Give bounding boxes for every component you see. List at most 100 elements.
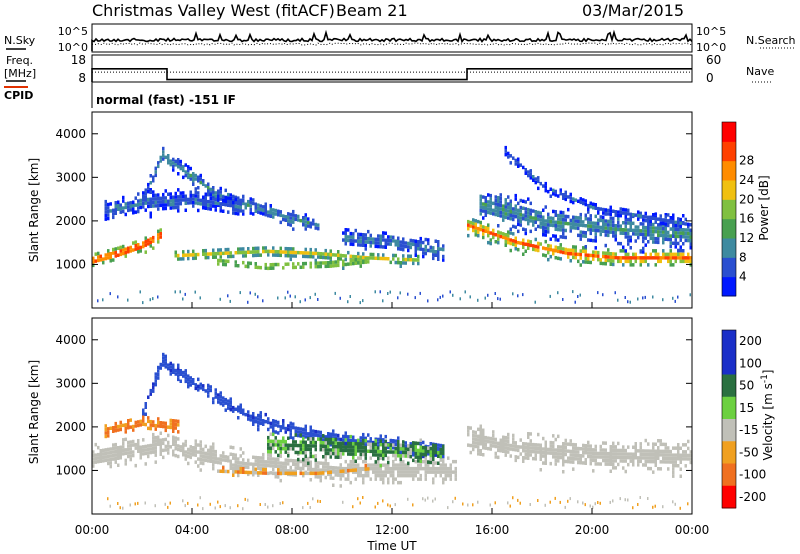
data-cell xyxy=(339,473,342,478)
data-cell xyxy=(527,432,530,436)
data-cell xyxy=(209,193,212,197)
data-cell xyxy=(122,448,125,453)
data-cell xyxy=(184,443,187,447)
data-cell xyxy=(237,208,240,213)
data-cell xyxy=(139,205,142,210)
data-cell xyxy=(149,447,152,451)
noise-cell xyxy=(439,295,441,299)
data-cell xyxy=(624,211,627,216)
data-cell xyxy=(209,200,212,204)
data-cell xyxy=(372,442,375,447)
data-cell xyxy=(159,424,162,428)
data-cell xyxy=(242,212,245,216)
data-cell xyxy=(607,226,610,231)
velocity-colorbar-tick: -15 xyxy=(739,423,759,437)
data-cell xyxy=(492,201,495,206)
noise-cell xyxy=(359,301,361,305)
data-cell xyxy=(664,213,667,217)
data-cell xyxy=(537,210,540,215)
data-cell xyxy=(587,444,590,448)
data-cell xyxy=(339,441,342,445)
data-cell xyxy=(414,470,417,474)
data-cell xyxy=(622,466,625,470)
data-cell xyxy=(537,176,540,180)
data-cell xyxy=(212,459,215,464)
data-cell xyxy=(679,467,682,471)
data-cell xyxy=(614,213,617,217)
data-cell xyxy=(359,232,362,237)
noise-cell xyxy=(639,496,641,499)
data-cell xyxy=(502,207,505,212)
data-cell xyxy=(399,240,402,244)
data-cell xyxy=(532,449,535,454)
data-cell xyxy=(529,169,532,173)
data-cell xyxy=(267,249,270,254)
data-cell xyxy=(357,473,360,478)
data-cell xyxy=(447,473,450,478)
data-cell xyxy=(447,470,450,474)
data-cell xyxy=(669,234,672,238)
data-cell xyxy=(572,456,575,461)
noise-cell xyxy=(644,295,646,299)
data-cell xyxy=(682,252,685,257)
data-cell xyxy=(314,226,317,230)
data-cell xyxy=(254,250,257,254)
data-cell xyxy=(597,462,600,466)
data-cell xyxy=(542,226,545,230)
data-cell xyxy=(554,234,557,238)
freq-tick-low: 8 xyxy=(78,71,86,85)
data-cell xyxy=(607,223,610,227)
data-cell xyxy=(419,452,422,456)
data-cell xyxy=(587,217,590,221)
nsearch-label: N.Search xyxy=(746,34,796,47)
data-cell xyxy=(519,209,522,213)
data-cell xyxy=(177,423,180,427)
data-cell xyxy=(647,256,650,260)
data-cell xyxy=(579,454,582,458)
data-cell xyxy=(364,436,367,441)
data-cell xyxy=(682,443,685,447)
data-cell xyxy=(437,250,440,254)
data-cell xyxy=(92,457,95,461)
data-cell xyxy=(357,471,360,476)
data-cell xyxy=(547,223,550,227)
data-cell xyxy=(537,214,540,218)
data-cell xyxy=(119,449,122,453)
data-cell xyxy=(647,466,650,471)
data-cell xyxy=(429,245,432,250)
data-cell xyxy=(537,186,540,191)
data-cell xyxy=(382,457,385,461)
noise-cell xyxy=(282,501,284,505)
data-cell xyxy=(564,449,567,453)
data-cell xyxy=(249,207,252,212)
data-cell xyxy=(654,263,657,267)
data-cell xyxy=(267,213,270,218)
data-cell xyxy=(659,439,662,443)
data-cell xyxy=(152,436,155,440)
data-cell xyxy=(259,211,262,215)
data-cell xyxy=(402,466,405,471)
noise-cell xyxy=(594,502,596,506)
noise-cell xyxy=(379,290,381,294)
data-cell xyxy=(594,228,597,233)
data-cell xyxy=(317,475,320,479)
data-cell xyxy=(154,427,157,431)
data-cell xyxy=(527,170,530,174)
data-cell xyxy=(164,428,167,433)
data-cell xyxy=(134,442,137,447)
data-cell xyxy=(544,440,547,444)
noise-cell xyxy=(572,290,574,294)
data-cell xyxy=(329,465,332,470)
data-cell xyxy=(589,224,592,229)
data-cell xyxy=(177,198,180,203)
data-cell xyxy=(482,205,485,210)
data-cell xyxy=(187,253,190,257)
data-cell xyxy=(634,259,637,264)
data-cell xyxy=(602,455,605,459)
data-cell xyxy=(187,381,190,385)
data-cell xyxy=(174,443,177,447)
data-cell xyxy=(639,214,642,218)
data-cell xyxy=(209,459,212,463)
data-cell xyxy=(654,212,657,216)
data-cell xyxy=(229,445,232,449)
